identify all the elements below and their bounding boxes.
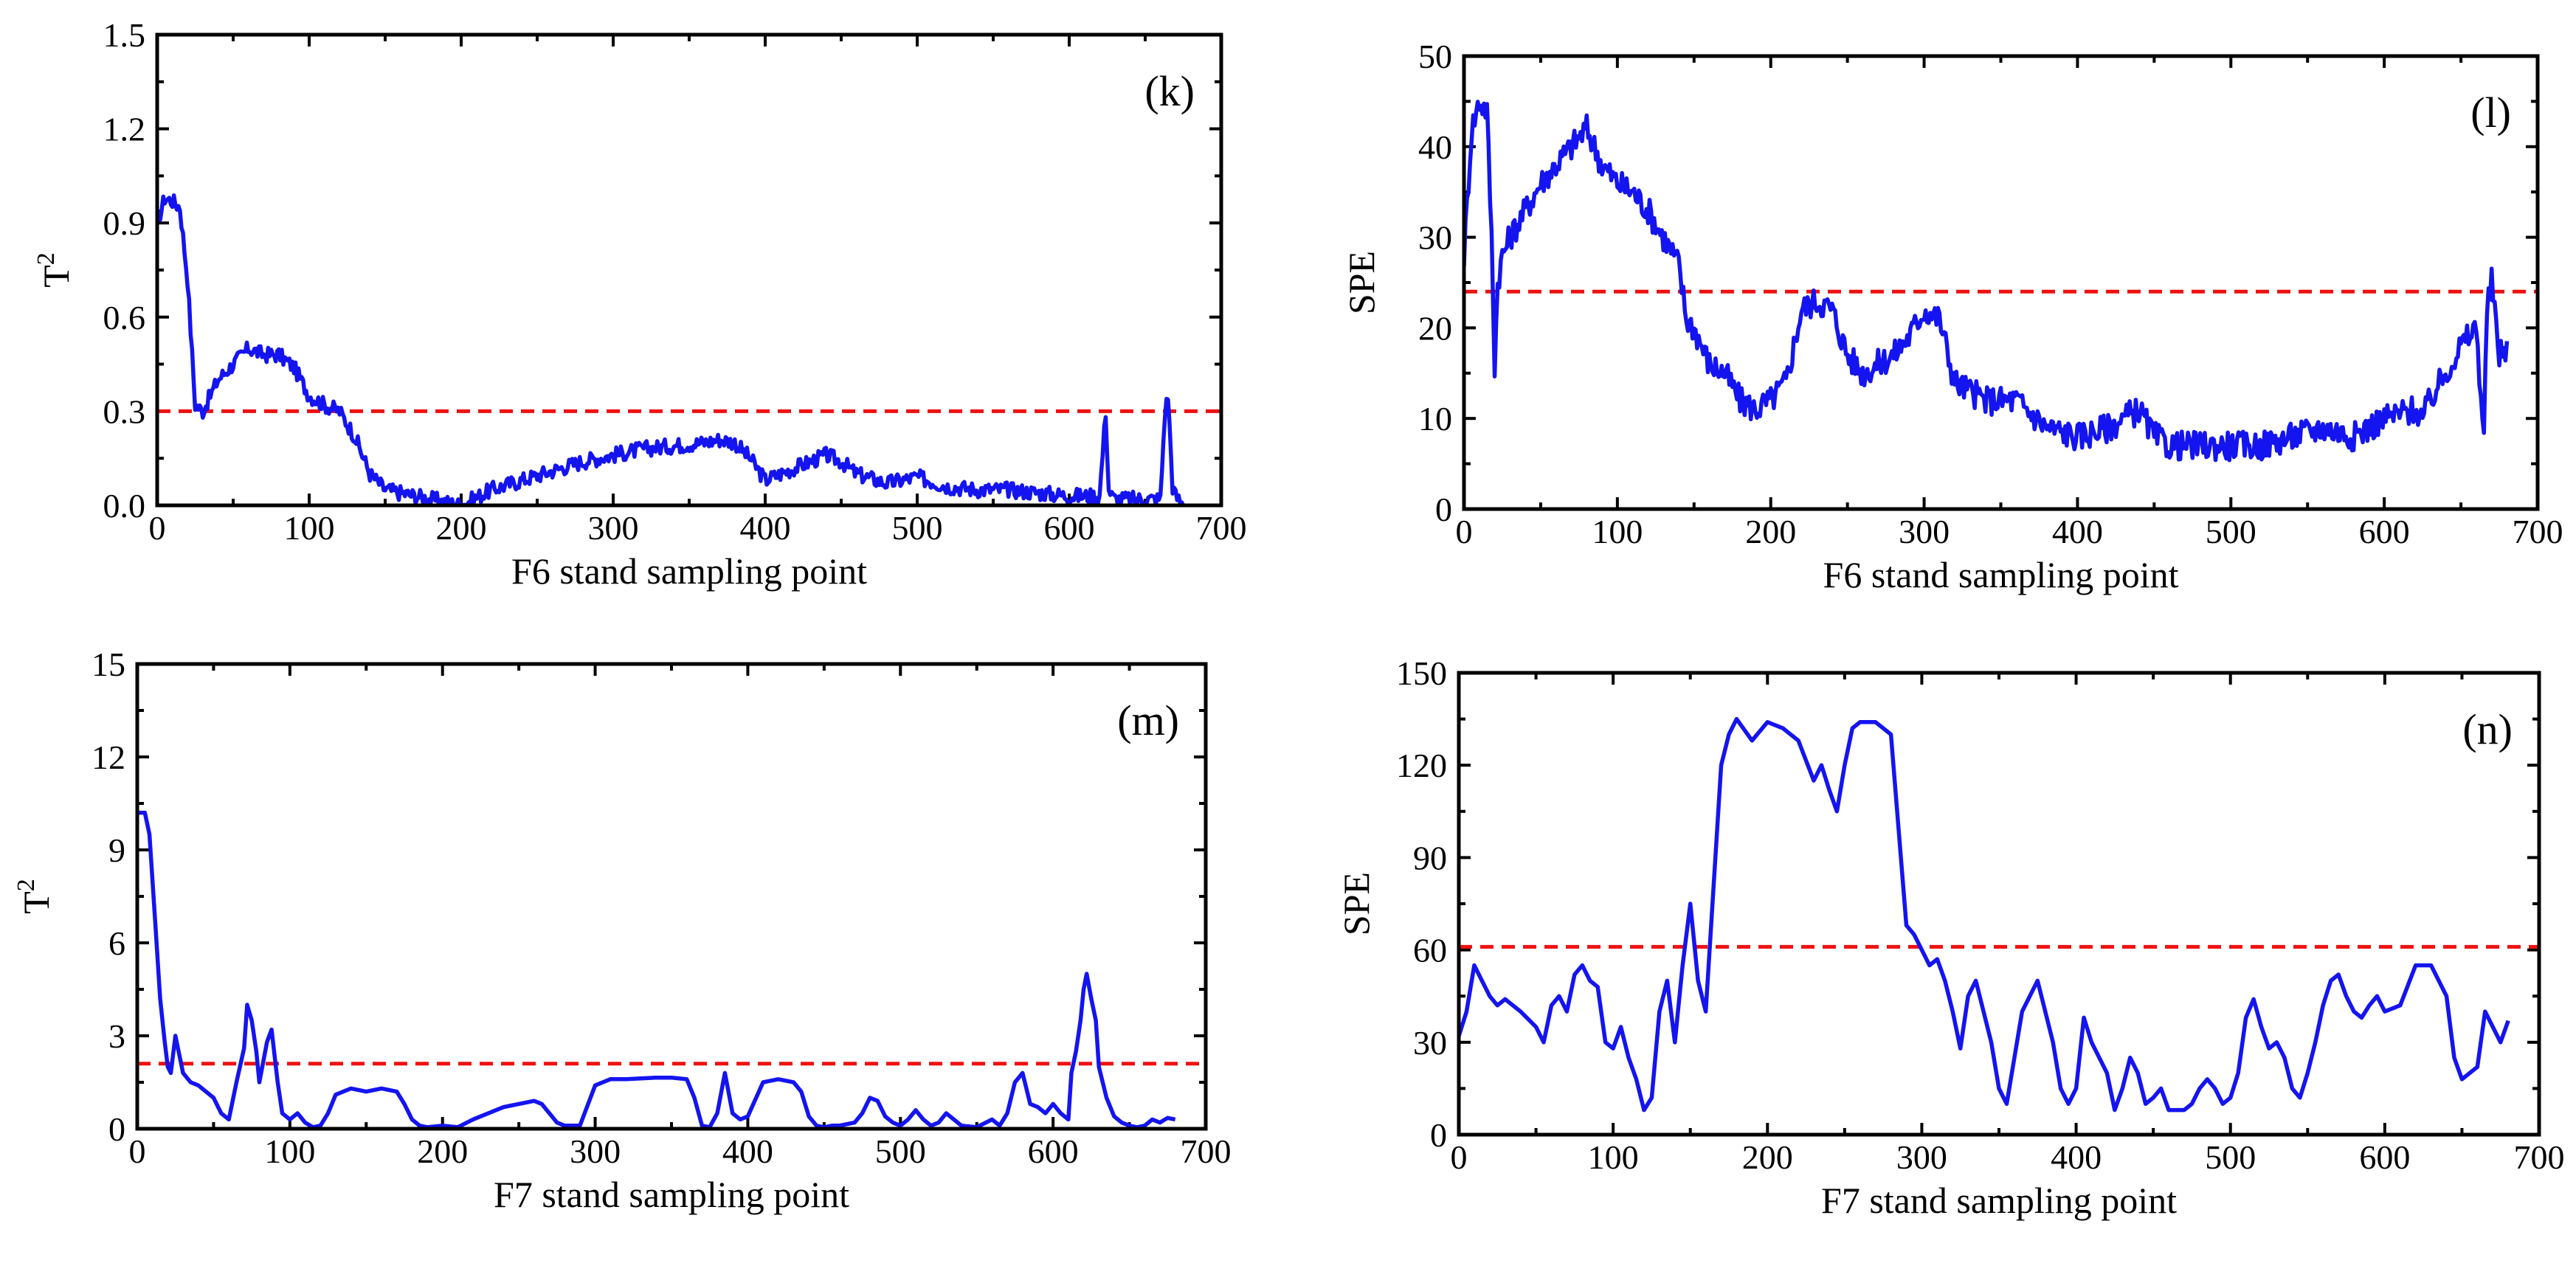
series-line — [1459, 716, 2510, 1113]
x-tick-label: 200 — [1742, 1138, 1793, 1176]
x-tick-label: 600 — [2359, 513, 2410, 550]
x-tick-label: 0 — [129, 1132, 146, 1170]
y-axis-label-base: T — [35, 265, 77, 288]
y-tick-label: 30 — [1413, 1024, 1447, 1062]
y-tick-label: 1.2 — [103, 111, 146, 148]
x-tick-label: 200 — [1745, 513, 1796, 550]
panel-n: 0 100 200 300 400 500 600 700 0 30 60 90 120 150 (n) F7… — [1336, 654, 2565, 1221]
series-line — [137, 810, 1177, 1129]
x-tick-label: 300 — [1896, 1138, 1947, 1176]
y-tick-label: 0.9 — [103, 204, 146, 242]
x-tick-label: 500 — [892, 509, 943, 547]
x-tick-label: 300 — [570, 1132, 621, 1170]
panel-label: (n) — [2462, 705, 2513, 753]
panel-label: (l) — [2470, 89, 2511, 136]
y-tick-label: 40 — [1418, 128, 1452, 166]
x-tick-label: 200 — [417, 1132, 468, 1170]
y-tick-label: 150 — [1396, 654, 1447, 692]
panel-m: 0 100 200 300 400 500 600 700 0 3 6 9 12 15 (m) F7 stan… — [13, 646, 1232, 1215]
y-tick-label: 9 — [108, 831, 125, 869]
panel-label: (k) — [1144, 67, 1195, 115]
x-axis-label: F6 stand sampling point — [511, 550, 867, 592]
plot-frame — [1457, 671, 2541, 1137]
y-axis-label-base: T — [15, 891, 57, 914]
y-tick-label: 50 — [1418, 38, 1452, 75]
x-tick-label: 100 — [1592, 513, 1643, 550]
y-axis-label-superscript: 2 — [13, 879, 40, 891]
x-axis-label: F7 stand sampling point — [494, 1174, 849, 1215]
x-tick-label: 500 — [2205, 1138, 2256, 1176]
y-tick-label: 1.5 — [103, 16, 146, 54]
plot-frame — [1462, 54, 2540, 511]
y-tick-label: 0 — [1435, 491, 1452, 528]
x-tick-label: 0 — [149, 509, 166, 547]
x-tick-label: 400 — [2052, 513, 2103, 550]
x-tick-label: 600 — [1028, 1132, 1079, 1170]
x-tick-label: 100 — [1588, 1138, 1639, 1176]
x-tick-label: 400 — [740, 509, 791, 547]
y-tick-label: 0.0 — [103, 487, 146, 525]
panel-l: 0 100 200 300 400 500 600 700 0 10 20 30 40 50 (l) F6 s… — [1341, 38, 2563, 595]
x-axis-label: F7 stand sampling point — [1821, 1180, 2177, 1221]
y-tick-label: 6 — [108, 924, 125, 962]
panel-label: (m) — [1117, 696, 1179, 744]
series-line — [1464, 100, 2510, 463]
y-tick-label: 15 — [91, 646, 125, 683]
x-tick-label: 200 — [436, 509, 487, 547]
x-tick-label: 300 — [588, 509, 639, 547]
x-tick-label: 700 — [2514, 1138, 2565, 1176]
y-tick-label: 60 — [1413, 932, 1447, 969]
y-tick-label: 0.3 — [103, 392, 146, 430]
x-tick-label: 100 — [264, 1132, 315, 1170]
y-axis-label: T2 — [32, 252, 77, 288]
y-axis-label-superscript: 2 — [32, 252, 60, 265]
x-tick-label: 100 — [284, 509, 335, 547]
x-tick-label: 0 — [1456, 513, 1473, 550]
x-tick-label: 300 — [1899, 513, 1950, 550]
x-axis-label: F6 stand sampling point — [1823, 554, 2179, 595]
x-tick-label: 600 — [1044, 509, 1095, 547]
x-tick-label: 500 — [875, 1132, 926, 1170]
x-tick-label: 400 — [2051, 1138, 2102, 1176]
y-tick-label: 120 — [1396, 747, 1447, 784]
x-tick-label: 400 — [722, 1132, 773, 1170]
x-tick-label: 500 — [2206, 513, 2256, 550]
x-tick-label: 600 — [2359, 1138, 2410, 1176]
y-tick-label: 10 — [1418, 400, 1452, 437]
y-tick-label: 12 — [91, 738, 125, 776]
y-tick-label: 0 — [108, 1110, 125, 1148]
series-line — [157, 193, 1185, 505]
plot-frame — [135, 662, 1208, 1131]
y-tick-label: 20 — [1418, 309, 1452, 347]
y-tick-label: 3 — [108, 1017, 125, 1055]
panel-k: 0 100 200 300 400 500 600 700 0.0 0.3 0.6 0.9 1.2 1.5… — [32, 16, 1247, 592]
y-axis-label: T2 — [13, 879, 57, 914]
y-tick-label: 30 — [1418, 219, 1452, 257]
plot-frame — [155, 32, 1223, 508]
x-tick-label: 700 — [2513, 513, 2563, 550]
y-tick-label: 90 — [1413, 839, 1447, 876]
x-tick-label: 0 — [1451, 1138, 1468, 1176]
x-tick-label: 700 — [1196, 509, 1247, 547]
x-tick-label: 700 — [1181, 1132, 1232, 1170]
y-axis-label: SPE — [1341, 251, 1382, 314]
y-tick-label: 0.6 — [103, 299, 146, 336]
y-tick-label: 0 — [1430, 1116, 1447, 1154]
y-axis-label: SPE — [1336, 872, 1377, 935]
